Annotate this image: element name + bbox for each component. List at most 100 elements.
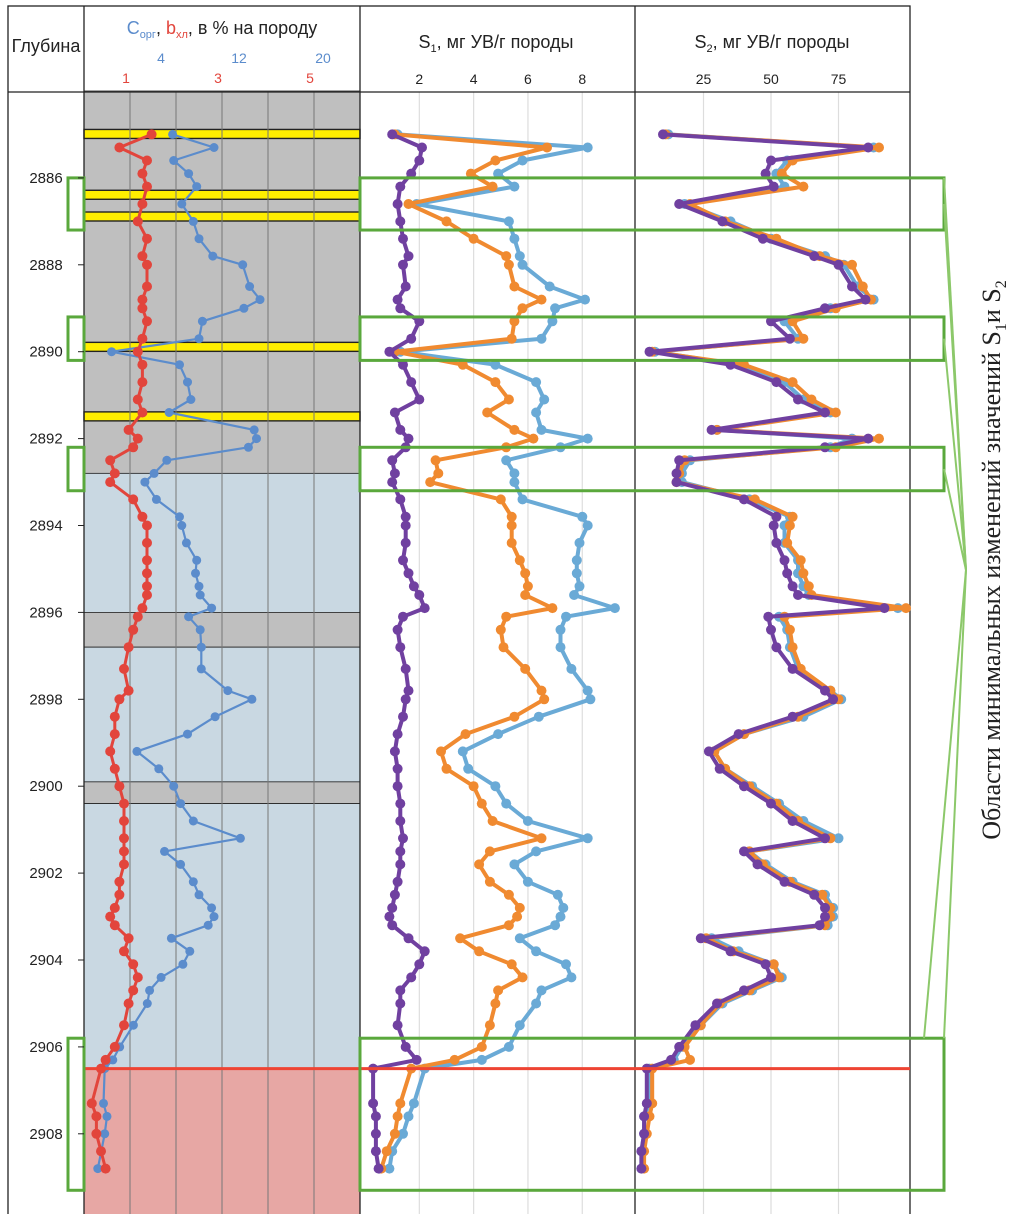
s1-blue-point xyxy=(577,511,588,522)
b-hl-point xyxy=(119,859,129,870)
c-org-point xyxy=(207,603,217,613)
s1-orange-point xyxy=(506,333,517,344)
s1-orange-point xyxy=(536,833,547,844)
s1-purple-point xyxy=(414,590,425,600)
c-org-point xyxy=(184,612,194,622)
s1-purple-point xyxy=(398,359,408,370)
s2-orange-point xyxy=(795,555,806,566)
c-org-point xyxy=(145,985,155,995)
b-hl-point xyxy=(109,902,120,913)
c-org-point xyxy=(197,316,207,326)
b-hl-point xyxy=(109,468,120,479)
s1-blue-point xyxy=(544,281,555,292)
c-org-point xyxy=(194,334,204,344)
depth-axis-label: Глубина xyxy=(12,36,82,56)
s1-orange-point xyxy=(487,181,498,192)
s1-blue-point xyxy=(490,359,501,370)
s1-orange-point xyxy=(512,911,523,922)
s2-purple-point xyxy=(809,889,820,900)
title-sep: , xyxy=(156,18,166,38)
s1-blue-point xyxy=(501,455,512,466)
s2-purple-point xyxy=(863,142,874,153)
s2-orange-point xyxy=(787,511,798,522)
s2-purple-point xyxy=(641,1098,652,1109)
depth-label: 2890 xyxy=(29,344,62,361)
b-hl-point xyxy=(137,359,148,370)
s2-purple-point xyxy=(739,985,749,996)
b-hl-point xyxy=(114,781,125,792)
b-hl-point xyxy=(137,333,148,344)
c-org-point xyxy=(169,156,179,165)
s2-orange-point xyxy=(782,537,793,548)
s2-purple-point xyxy=(760,959,771,970)
s2-purple-point xyxy=(820,303,830,314)
c-org-point xyxy=(249,425,259,435)
s1-blue-point xyxy=(522,876,533,887)
s1-purple-point xyxy=(392,763,403,774)
s1-purple-point xyxy=(389,746,400,757)
b-hl-point xyxy=(119,663,129,674)
b-hl-point xyxy=(123,998,134,1009)
c-org-point xyxy=(162,455,172,465)
s1-purple-point xyxy=(398,711,408,722)
s1-purple-point xyxy=(395,816,406,826)
s2-orange-point xyxy=(803,581,814,592)
depth-axis: 2886 2888 2890 2892 2894 2896 2898 2900 2902 2904… xyxy=(29,170,84,1214)
b-hl-point xyxy=(128,442,139,453)
s1-blue-point xyxy=(517,494,528,505)
tick-c-org: 4 xyxy=(157,50,165,66)
s1-blue-point xyxy=(514,933,525,944)
b-hl-point xyxy=(142,316,152,327)
s1-orange-point xyxy=(403,199,414,209)
c-org-point xyxy=(194,234,204,244)
s2-purple-point xyxy=(820,911,830,922)
s1-blue-point xyxy=(571,555,582,566)
s2-purple-point xyxy=(793,394,803,405)
b-hl-point xyxy=(142,259,152,270)
b-hl-point xyxy=(142,581,152,592)
s2-orange-point xyxy=(798,181,809,192)
s1-orange-point xyxy=(501,611,512,622)
s1-orange-point xyxy=(517,972,528,983)
c-org-point xyxy=(177,199,187,209)
b-hl-point xyxy=(128,494,139,505)
depth-label: 2892 xyxy=(29,431,62,448)
s2-orange-point xyxy=(787,642,798,653)
s2-purple-point xyxy=(787,816,798,826)
s2-purple-point xyxy=(766,155,776,166)
s1-blue-point xyxy=(566,972,577,983)
s1-purple-point xyxy=(395,798,406,809)
zone-layer xyxy=(66,176,967,1192)
s1-blue-point xyxy=(555,911,566,922)
s1-purple-point xyxy=(403,433,414,444)
s1-purple-point xyxy=(370,1146,381,1157)
b-hl-point xyxy=(128,959,139,970)
s1-purple-point xyxy=(419,603,430,614)
s1-blue-point xyxy=(574,581,585,592)
s1-orange-point xyxy=(509,424,520,435)
s1-purple-point xyxy=(370,1128,381,1139)
depth-label: 2904 xyxy=(29,952,62,969)
s1-purple-point xyxy=(387,920,398,931)
c-org-point xyxy=(132,746,142,756)
s1-purple-point xyxy=(389,468,400,479)
s2-purple-line xyxy=(639,132,887,1169)
depth-label: 2906 xyxy=(29,1039,62,1056)
s2-purple-point xyxy=(809,251,820,262)
s1-sub: 1 xyxy=(431,43,437,55)
s1-purple-point xyxy=(411,1054,422,1065)
s1-orange-point xyxy=(501,251,512,262)
s1-blue-point xyxy=(509,233,520,244)
c-org-point xyxy=(168,129,178,139)
s2-purple-point xyxy=(725,946,736,957)
s1-orange-point xyxy=(506,959,517,970)
s2-orange-point xyxy=(874,142,884,153)
s1-purple-point xyxy=(414,155,425,166)
s2-purple-point xyxy=(636,1146,647,1157)
s2-orange-point xyxy=(776,168,787,179)
c-org-point xyxy=(102,1111,112,1121)
depth-label: 2898 xyxy=(29,691,62,708)
b-hl-point xyxy=(109,763,120,774)
s1-orange-point xyxy=(520,590,531,600)
s1-orange-point xyxy=(506,537,517,548)
